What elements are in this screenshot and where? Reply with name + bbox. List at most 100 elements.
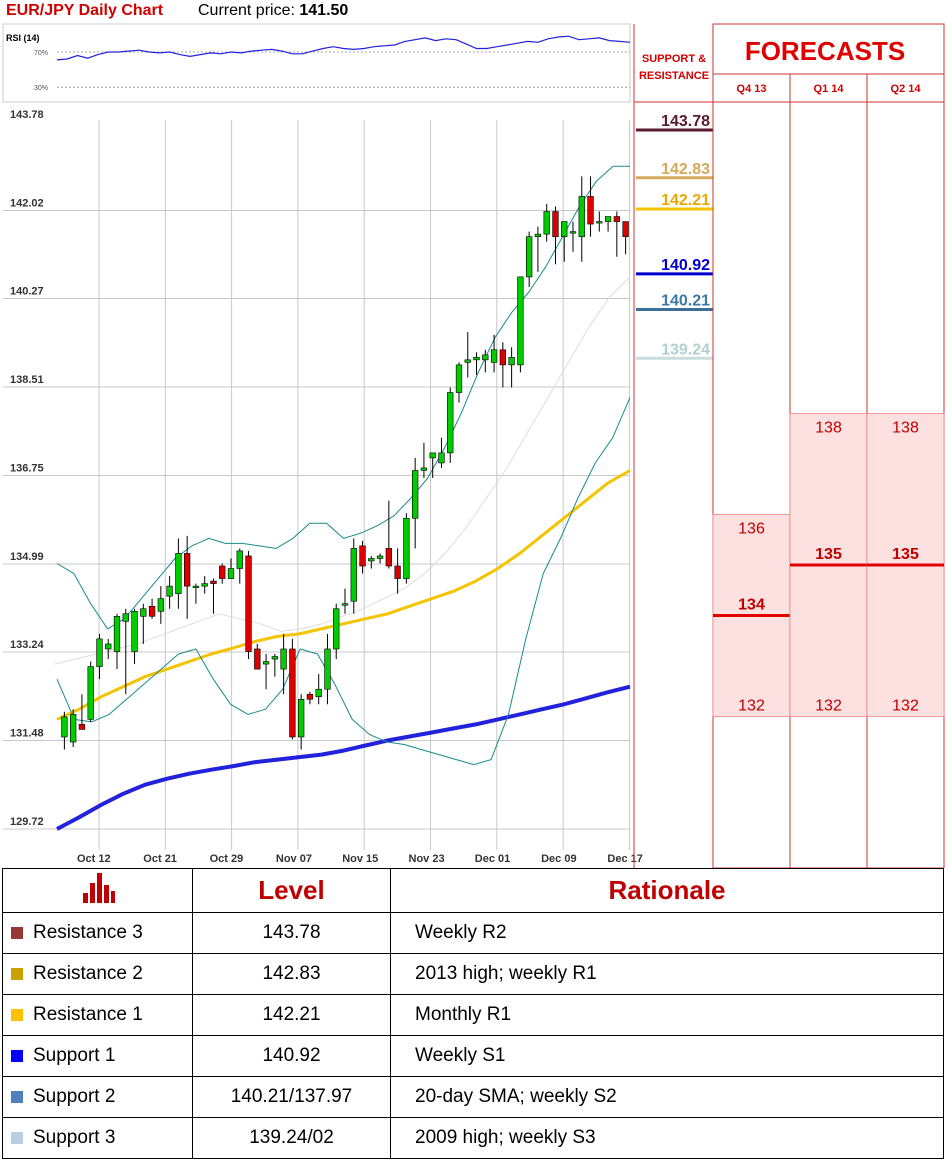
candle-down bbox=[254, 648, 261, 670]
candle-up bbox=[140, 608, 147, 617]
candle-up bbox=[508, 357, 515, 366]
sr-level-label: 142.21 bbox=[661, 192, 710, 209]
forecast-mid-label: 135 bbox=[815, 546, 842, 563]
bollinger-upper-line bbox=[56, 165, 630, 630]
sr-level-label: 140.92 bbox=[661, 257, 710, 274]
forecast-mid-label: 134 bbox=[738, 597, 765, 614]
sr-level-label: 142.83 bbox=[661, 161, 710, 178]
sr-level-label: 140.21 bbox=[661, 293, 710, 310]
rsi-panel: RSI (14) 70% 30% bbox=[2, 23, 631, 103]
chart-title: EUR/JPY Daily Chart bbox=[6, 2, 164, 19]
level-value: 142.21 bbox=[192, 994, 391, 1036]
candle-up bbox=[105, 643, 112, 650]
rsi-level-label: 70% bbox=[34, 50, 48, 57]
candle-down bbox=[148, 605, 156, 617]
forecast-col-label: Q1 14 bbox=[814, 83, 845, 95]
sma-gray-line bbox=[54, 276, 631, 665]
level-value: 142.83 bbox=[192, 953, 391, 995]
current-price: Current price: 141.50 bbox=[198, 2, 348, 20]
table-row: Support 3 139.24/02 2009 high; weekly S3 bbox=[2, 1117, 944, 1159]
table-row: Support 1 140.92 Weekly S1 bbox=[2, 1035, 944, 1077]
level-value: 139.24/02 bbox=[192, 1117, 391, 1159]
level-value: 140.21/137.97 bbox=[192, 1076, 391, 1118]
forecasts-title: FORECASTS bbox=[745, 36, 905, 66]
candle-up bbox=[271, 656, 278, 660]
candle-down bbox=[289, 648, 296, 738]
candle-up bbox=[420, 467, 428, 471]
forecast-high-label: 138 bbox=[815, 420, 842, 437]
level-rationale: 2009 high; weekly S3 bbox=[390, 1117, 944, 1159]
y-tick-label: 136.75 bbox=[10, 463, 44, 475]
level-name: Support 2 bbox=[33, 1086, 116, 1107]
forecast-high-label: 136 bbox=[738, 521, 765, 538]
candle-down bbox=[219, 565, 226, 579]
candle-down bbox=[552, 211, 559, 237]
candle-up bbox=[87, 666, 94, 720]
level-name-cell: Resistance 3 bbox=[2, 912, 193, 954]
level-value: 143.78 bbox=[192, 912, 391, 954]
candle-up bbox=[517, 276, 524, 366]
level-name: Support 3 bbox=[33, 1127, 116, 1148]
level-color-swatch bbox=[11, 1132, 23, 1144]
candle-down bbox=[245, 555, 252, 652]
forecast-low-label: 132 bbox=[815, 698, 842, 715]
candle-up bbox=[368, 558, 375, 562]
forecast-low-label: 132 bbox=[738, 698, 765, 715]
current-price-value: 141.50 bbox=[299, 2, 349, 19]
sma-blue-line bbox=[56, 684, 631, 831]
candle-up bbox=[412, 470, 419, 519]
level-name-cell: Resistance 2 bbox=[2, 953, 193, 995]
candle-up bbox=[438, 452, 445, 464]
candle-down bbox=[78, 724, 86, 730]
candle-up bbox=[464, 359, 471, 363]
bar-chart-icon bbox=[82, 873, 115, 903]
candle-up bbox=[341, 603, 349, 606]
candle-up bbox=[333, 608, 340, 650]
chart-stage: RSI (14) 70% 30% 143.78 142.02 140.27 138.51… bbox=[2, 23, 945, 868]
support-resistance-panel: SUPPORT & RESISTANCE 143.78 142.83 142.21 140… bbox=[633, 24, 713, 868]
header-icon-cell bbox=[2, 868, 193, 913]
candle-up bbox=[315, 688, 322, 698]
candle-up bbox=[376, 555, 384, 559]
candle-up bbox=[113, 615, 121, 652]
rsi-frame bbox=[2, 23, 631, 103]
x-tick-label: Dec 17 bbox=[607, 853, 642, 865]
rsi-line bbox=[56, 35, 631, 61]
sr-level-label: 143.78 bbox=[661, 113, 710, 130]
level-name-cell: Resistance 1 bbox=[2, 994, 193, 1036]
x-tick-label: Dec 09 bbox=[541, 853, 576, 865]
candle-up bbox=[534, 233, 542, 237]
level-color-swatch bbox=[11, 1009, 23, 1021]
y-tick-label: 142.02 bbox=[10, 198, 44, 210]
candle-up bbox=[596, 221, 603, 224]
price-chart-frame bbox=[3, 120, 630, 868]
level-name: Resistance 2 bbox=[33, 963, 143, 984]
forecasts-panel: FORECASTS Q4 13 136 134 132 Q1 14 138 135 132 Q2 … bbox=[712, 23, 945, 868]
price-chart: 143.78 142.02 140.27 138.51 136.75 134.99 133.… bbox=[3, 109, 643, 868]
candle-up bbox=[473, 357, 480, 361]
forecast-low-label: 132 bbox=[892, 698, 919, 715]
candle-up bbox=[157, 598, 164, 612]
levels-table: Level Rationale Resistance 3 143.78 Weekly… bbox=[2, 868, 944, 1159]
sr-title: SUPPORT & RESISTANCE bbox=[639, 53, 709, 82]
rsi-level-label: 30% bbox=[34, 85, 48, 92]
candle-up bbox=[455, 364, 463, 393]
candle-down bbox=[622, 221, 629, 237]
level-name: Support 1 bbox=[33, 1045, 116, 1066]
sma-yellow-line bbox=[56, 469, 631, 721]
y-tick-label: 143.78 bbox=[10, 109, 44, 121]
candle-up bbox=[70, 714, 77, 743]
candle-up bbox=[131, 610, 138, 652]
level-value: 140.92 bbox=[192, 1035, 391, 1077]
candle-down bbox=[210, 580, 217, 584]
x-tick-label: Nov 07 bbox=[276, 853, 312, 865]
current-price-label: Current price: bbox=[198, 2, 295, 19]
candle-up bbox=[447, 392, 454, 454]
y-tick-label: 138.51 bbox=[10, 374, 44, 386]
table-row: Resistance 1 142.21 Monthly R1 bbox=[2, 994, 944, 1036]
table-row: Resistance 2 142.83 2013 high; weekly R1 bbox=[2, 953, 944, 995]
candle-up bbox=[543, 211, 550, 235]
candle-up bbox=[192, 585, 200, 588]
candle-up bbox=[280, 648, 287, 670]
y-tick-label: 140.27 bbox=[10, 285, 44, 297]
